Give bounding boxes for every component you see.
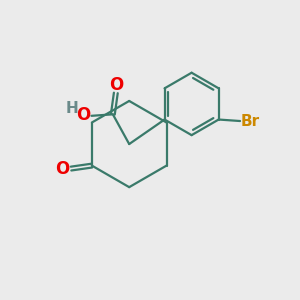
Text: H: H <box>66 101 79 116</box>
Text: O: O <box>76 106 90 124</box>
Text: Br: Br <box>241 113 260 128</box>
Text: O: O <box>109 76 123 94</box>
Text: O: O <box>56 160 70 178</box>
